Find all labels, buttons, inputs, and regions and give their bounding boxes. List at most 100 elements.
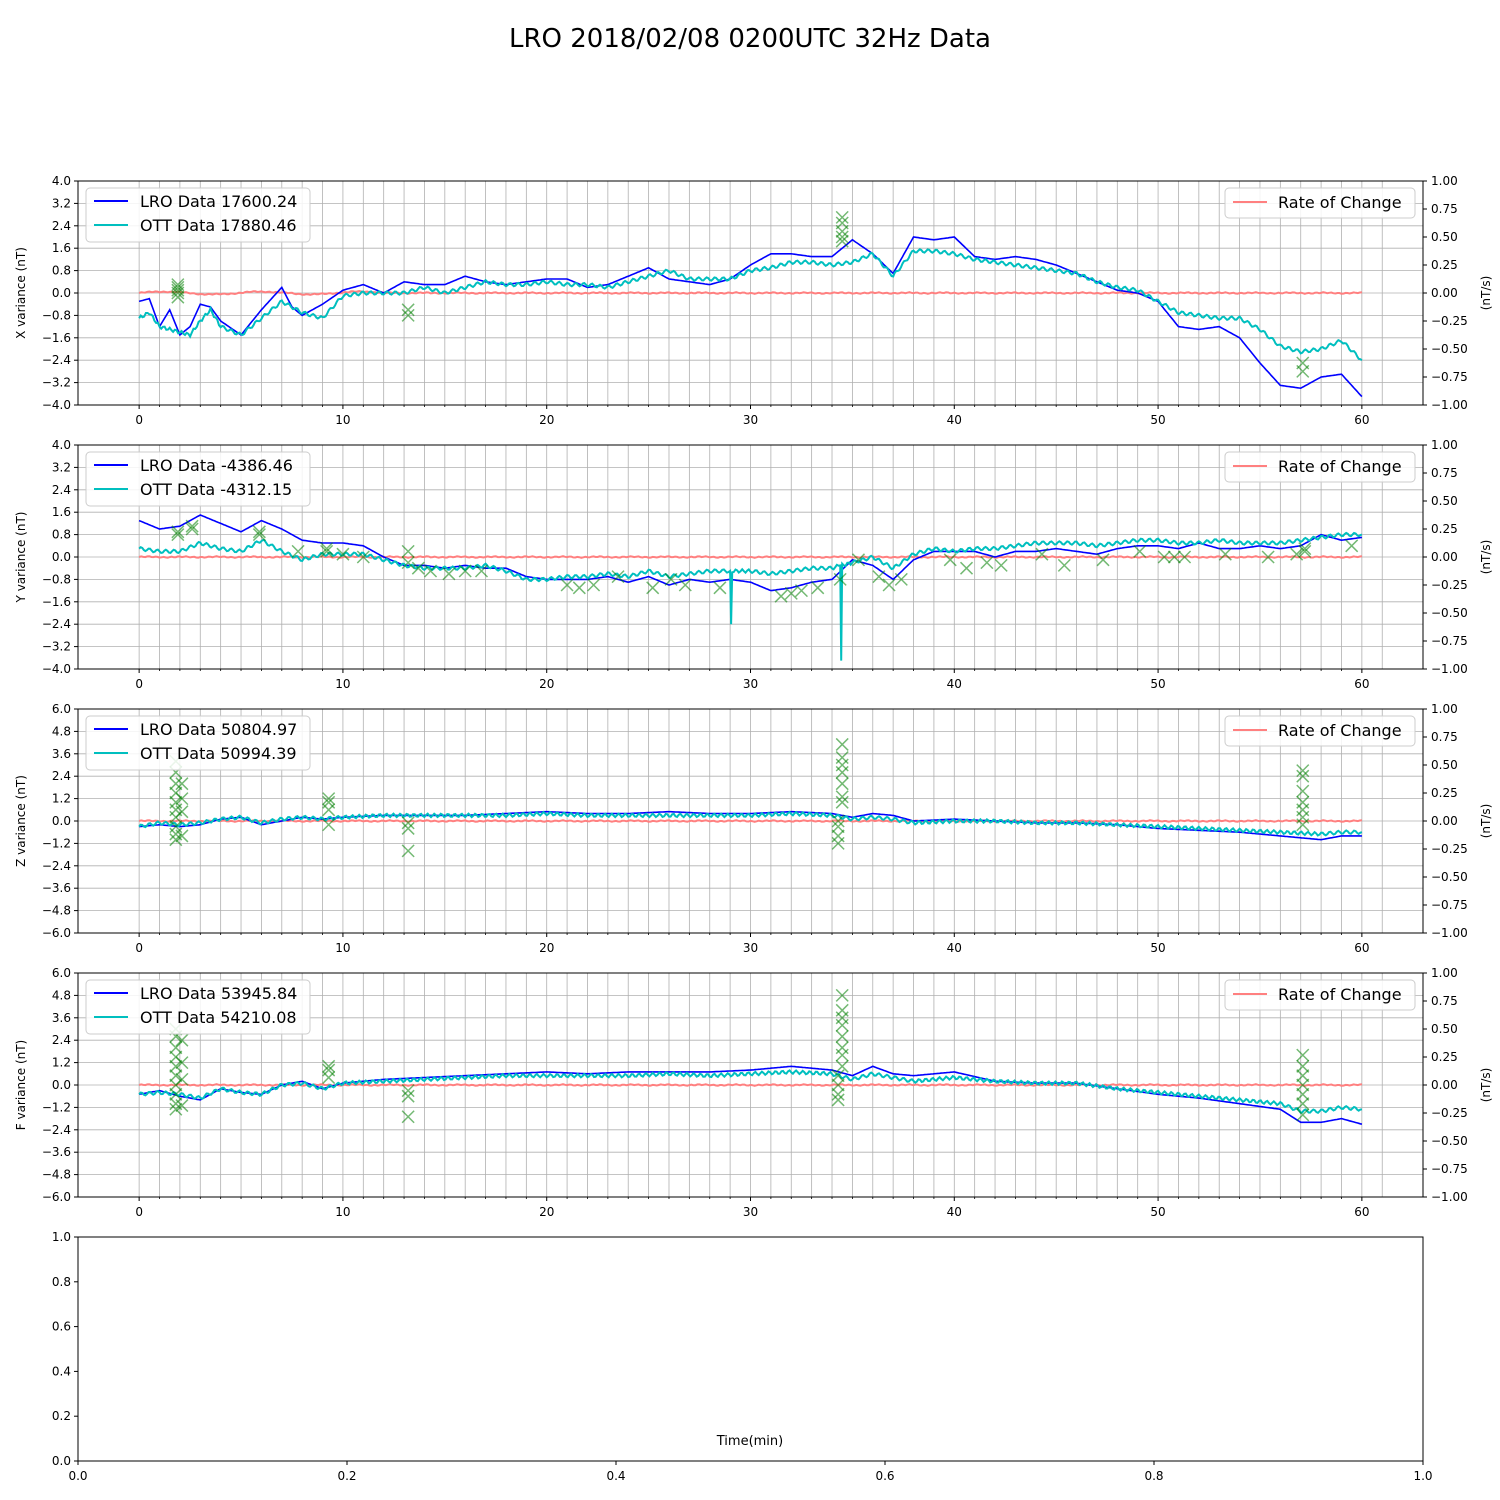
x-tick-label: 10 <box>335 941 350 955</box>
y-tick-label: 1.0 <box>52 1230 71 1244</box>
y2-tick-label: 0.25 <box>1431 522 1458 536</box>
plot-frame <box>77 1236 1424 1462</box>
spike-marker <box>322 1059 336 1073</box>
spike-marker <box>320 542 334 556</box>
y2-tick-label: −1.00 <box>1431 398 1468 412</box>
spike-marker <box>835 751 849 765</box>
y-tick-label: −6.0 <box>42 926 71 940</box>
spike-marker <box>320 544 334 558</box>
spike-marker <box>959 561 974 575</box>
x-tick-label: 60 <box>1354 677 1369 691</box>
spike-marker <box>1296 1087 1310 1101</box>
legend-lro-label: LRO Data 53945.84 <box>140 984 297 1003</box>
y2-axis-label: (nT/s) <box>1479 540 1493 575</box>
spike-marker <box>401 303 415 317</box>
x-tick-label: 30 <box>743 1205 758 1219</box>
x-tick-label: 20 <box>539 1205 554 1219</box>
spike-marker <box>851 553 866 567</box>
spike-marker <box>185 522 199 536</box>
spike-marker <box>1296 1078 1310 1092</box>
y-tick-label: −1.2 <box>42 836 71 850</box>
y-tick-label: −4.0 <box>42 662 71 676</box>
figure-title: LRO 2018/02/08 0200UTC 32Hz Data <box>508 24 991 54</box>
spike-marker <box>169 795 183 809</box>
spike-marker <box>835 230 849 244</box>
spike-marker <box>1296 1069 1310 1083</box>
legend-lro-label: LRO Data 17600.24 <box>140 192 297 211</box>
rate-of-change-line <box>138 819 1362 823</box>
y-tick-label: 2.4 <box>52 219 71 233</box>
spike-marker <box>171 525 185 539</box>
spike-marker <box>713 581 727 595</box>
spike-marker <box>474 564 489 578</box>
spike-marker <box>175 829 189 843</box>
spike-marker <box>401 556 415 570</box>
y2-tick-label: 0.00 <box>1431 286 1458 300</box>
spike-marker <box>175 1098 189 1113</box>
spike-marker <box>175 792 189 806</box>
y-tick-label: −3.2 <box>42 640 71 654</box>
x-tick-label: 30 <box>743 413 758 427</box>
x-tick-label: 50 <box>1150 941 1165 955</box>
legend-rate-label: Rate of Change <box>1278 457 1402 476</box>
spike-marker <box>175 1056 189 1070</box>
x-tick-label: 60 <box>1354 1205 1369 1219</box>
spike-marker <box>401 308 415 322</box>
y2-tick-label: 0.25 <box>1431 258 1458 272</box>
spike-marker <box>774 589 788 603</box>
spike-marker <box>169 1069 183 1083</box>
spike-marker <box>322 795 336 809</box>
spike-marker <box>1296 1059 1310 1073</box>
legend-left: LRO Data 17600.24 OTT Data 17880.46 <box>85 187 311 243</box>
spike-marker <box>424 564 438 578</box>
y-tick-label: 0.8 <box>52 1275 71 1289</box>
spike-marker <box>169 1041 183 1055</box>
y2-tick-label: −0.75 <box>1431 634 1468 648</box>
spike-marker <box>171 280 185 294</box>
y2-tick-label: 0.75 <box>1431 994 1458 1008</box>
legend-left: LRO Data 50804.97 OTT Data 50994.39 <box>85 715 311 771</box>
spike-marker <box>1096 553 1110 567</box>
y2-tick-label: −0.50 <box>1431 342 1468 356</box>
spike-marker <box>291 544 305 558</box>
legend-lro-label: LRO Data 50804.97 <box>140 720 297 739</box>
y-tick-label: 3.6 <box>52 1011 71 1025</box>
legend-left-box <box>85 715 311 771</box>
y-tick-label: 1.6 <box>52 241 71 255</box>
y-tick-label: 1.2 <box>52 792 71 806</box>
y-tick-label: 0.4 <box>52 1364 71 1378</box>
y-tick-label: 6.0 <box>52 966 71 980</box>
spike-marker <box>664 572 678 586</box>
y-axis-label: X variance (nT) <box>14 247 28 339</box>
spike-marker <box>560 578 574 592</box>
spike-marker <box>831 814 845 828</box>
legend-left-box <box>85 451 311 507</box>
x-axis-label: Time(min) <box>716 1434 783 1449</box>
y2-tick-label: 0.75 <box>1431 730 1458 744</box>
y2-tick-label: 0.25 <box>1431 1050 1458 1064</box>
x-tick-label: 20 <box>539 413 554 427</box>
y-tick-label: −3.6 <box>42 1145 71 1159</box>
y-tick-label: 3.6 <box>52 747 71 761</box>
spike-marker <box>336 547 350 561</box>
legend-ott-label: OTT Data -4312.15 <box>140 480 292 499</box>
x-tick-label: 50 <box>1150 677 1165 691</box>
panel-1: −4.0 −3.2 −2.4 −1.6 −0.8 0.0 0.8 1.6 2.4 3.2 4.0 −1… <box>14 174 1493 427</box>
y-tick-label: −4.8 <box>42 1168 71 1182</box>
y-tick-label: 4.0 <box>52 174 71 188</box>
spike-marker <box>401 544 415 558</box>
spike-marker <box>646 581 660 595</box>
spike-marker <box>401 1110 415 1124</box>
y-tick-label: −1.2 <box>42 1100 71 1114</box>
y-tick-label: 4.0 <box>52 438 71 452</box>
x-tick-label: 10 <box>335 677 350 691</box>
y2-tick-label: −1.00 <box>1431 662 1468 676</box>
spike-marker <box>175 777 189 791</box>
ott-series-line <box>138 810 1363 837</box>
spike-marker <box>1296 1048 1310 1062</box>
x-tick-label: 30 <box>743 677 758 691</box>
legend-rate-label: Rate of Change <box>1278 193 1402 212</box>
legend-right-box <box>1224 979 1416 1011</box>
y2-axis-label: (nT/s) <box>1479 1068 1493 1103</box>
panel-2: −4.0 −3.2 −2.4 −1.6 −0.8 0.0 0.8 1.6 2.4 3.2 4.0 −1… <box>14 438 1493 691</box>
